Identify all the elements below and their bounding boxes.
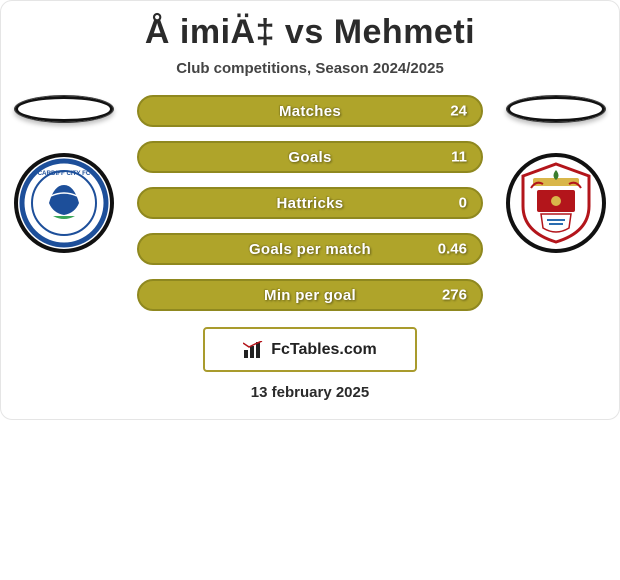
left-side: CARDIFF CITY FC [9, 95, 119, 253]
stat-value: 0.46 [438, 241, 467, 258]
bar-chart-icon [243, 341, 267, 359]
left-team-crest: CARDIFF CITY FC [14, 153, 114, 253]
brand-logo-box[interactable]: FcTables.com [203, 327, 417, 372]
cardiff-crest-icon: CARDIFF CITY FC [19, 158, 109, 248]
left-player-silhouette [14, 95, 114, 123]
stat-row: Goals 11 [137, 141, 483, 173]
stat-row: Goals per match 0.46 [137, 233, 483, 265]
stat-row: Hattricks 0 [137, 187, 483, 219]
svg-text:CARDIFF CITY FC: CARDIFF CITY FC [38, 170, 91, 177]
stat-label: Hattricks [277, 195, 344, 212]
brand-text: FcTables.com [271, 341, 377, 359]
stat-label: Matches [279, 103, 341, 120]
stat-row: Min per goal 276 [137, 279, 483, 311]
stat-label: Min per goal [264, 287, 356, 304]
stat-value: 11 [451, 149, 467, 166]
date-label: 13 february 2025 [5, 384, 615, 401]
comparison-card: Å imiÄ‡ vs Mehmeti Club competitions, Se… [0, 0, 620, 420]
right-side [501, 95, 611, 253]
bristol-crest-icon [511, 158, 601, 248]
subtitle: Club competitions, Season 2024/2025 [5, 60, 615, 77]
stats-list: Matches 24 Goals 11 Hattricks 0 Goals pe… [119, 95, 501, 311]
stat-label: Goals [288, 149, 331, 166]
page-title: Å imiÄ‡ vs Mehmeti [5, 13, 615, 52]
right-player-silhouette [506, 95, 606, 123]
stat-value: 24 [450, 103, 467, 120]
stat-label: Goals per match [249, 241, 371, 258]
stat-row: Matches 24 [137, 95, 483, 127]
stat-value: 0 [459, 195, 467, 212]
stat-value: 276 [442, 287, 467, 304]
mid-section: CARDIFF CITY FC Matches 24 Goals 11 Hatt… [5, 95, 615, 311]
right-team-crest [506, 153, 606, 253]
